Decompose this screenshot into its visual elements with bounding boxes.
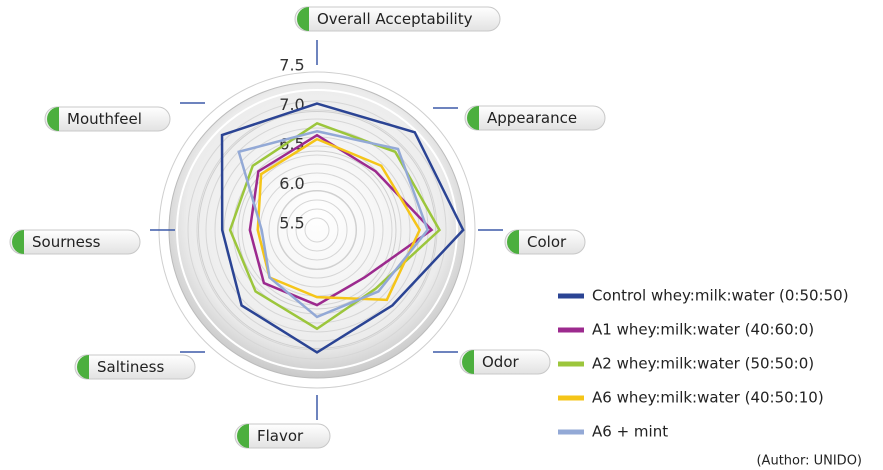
radar-ring — [196, 109, 438, 351]
category-cap — [297, 7, 309, 31]
r-tick-label: 7.5 — [279, 56, 304, 75]
category-label: Flavor — [257, 427, 304, 445]
series-line — [220, 102, 465, 354]
radar-ring — [304, 217, 330, 243]
category-label: Saltiness — [97, 358, 164, 376]
grid-ring — [198, 111, 436, 349]
grid-ring — [277, 190, 357, 270]
category-cap — [77, 355, 89, 379]
legend-label: A1 whey:milk:water (40:60:0) — [592, 321, 814, 339]
radar-ring — [187, 100, 447, 360]
category-pill — [74, 354, 196, 380]
category-pill — [464, 105, 606, 131]
legend-label: A6 + mint — [592, 423, 668, 441]
radar-ring — [295, 208, 339, 252]
legend-label: Control whey:milk:water (0:50:50) — [592, 287, 849, 305]
category-label: Overall Acceptability — [317, 10, 473, 28]
category-cap — [467, 106, 479, 130]
credit: (Author: UNIDO) — [756, 454, 862, 469]
radar-ring — [268, 181, 366, 279]
category-cap — [462, 350, 474, 374]
category-cap — [47, 107, 59, 131]
category-pill — [459, 349, 551, 375]
category-pill — [504, 229, 586, 255]
series-line — [256, 137, 422, 302]
radar-ring — [232, 145, 402, 315]
radar-ring — [286, 199, 348, 261]
category-cap — [507, 230, 519, 254]
category-label: Sourness — [32, 233, 101, 251]
category-label: Odor — [482, 353, 520, 371]
category-cap — [12, 230, 24, 254]
category-pill — [44, 106, 171, 132]
series-line — [228, 121, 442, 331]
category-label: Mouthfeel — [67, 110, 142, 128]
category-cap — [237, 424, 249, 448]
category-label: Color — [527, 233, 567, 251]
r-tick-label: 5.5 — [279, 214, 304, 233]
series-line — [248, 133, 434, 307]
grid-ring — [237, 150, 397, 310]
r-tick-label: 6.0 — [279, 174, 304, 193]
legend-label: A6 whey:milk:water (40:50:10) — [592, 389, 824, 407]
category-pill — [294, 6, 501, 32]
radar-ring — [259, 172, 375, 288]
category-pill — [234, 423, 331, 449]
legend-label: A2 whey:milk:water (50:50:0) — [592, 355, 814, 373]
series-line — [237, 129, 430, 319]
category-label: Appearance — [487, 109, 577, 127]
radar-rim — [176, 89, 458, 371]
category-pill — [9, 229, 141, 255]
radar-ring — [223, 136, 411, 324]
